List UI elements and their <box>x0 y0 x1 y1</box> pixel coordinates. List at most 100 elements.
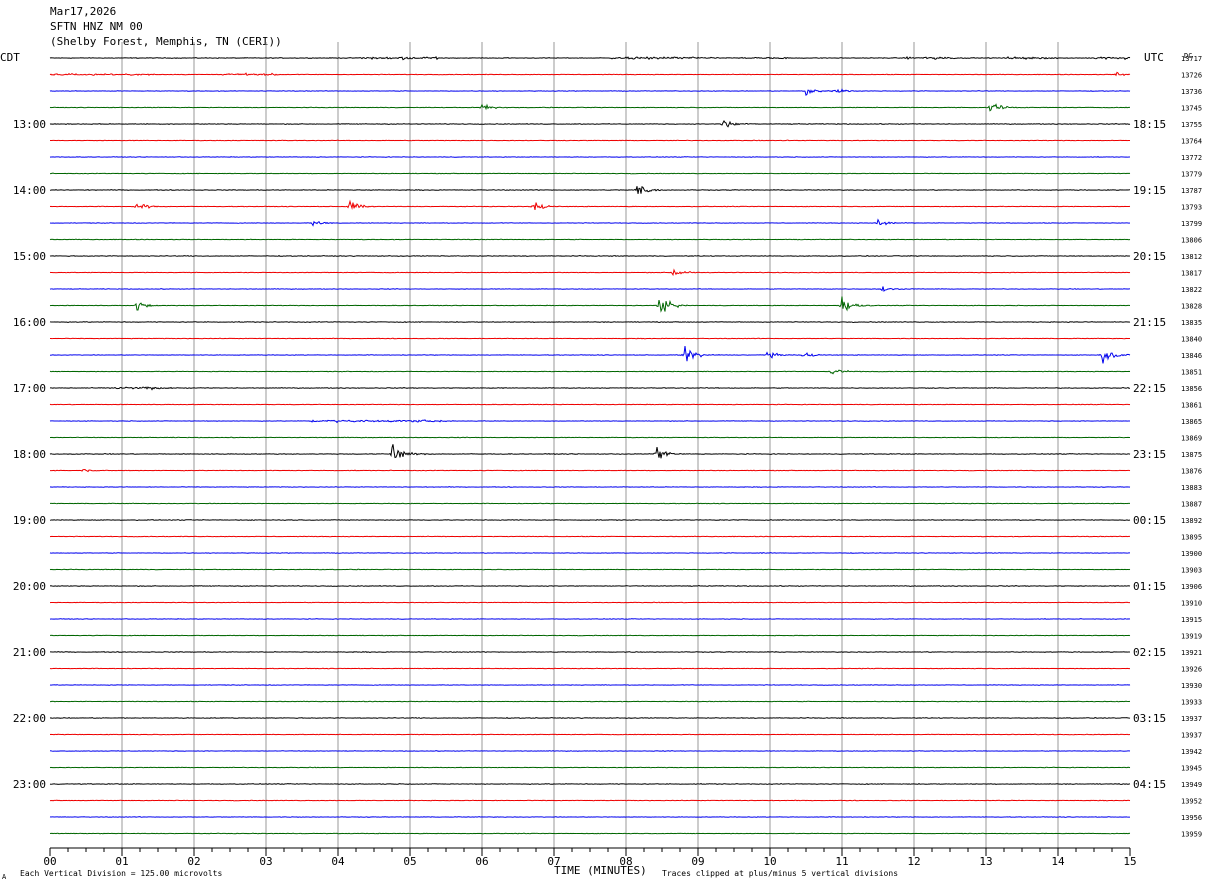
utc-time-label: 20:15 <box>1133 250 1166 263</box>
x-tick-label: 14 <box>1051 855 1065 868</box>
trace-line <box>49 254 1131 257</box>
cdt-time-label: 18:00 <box>13 448 46 461</box>
trace-line <box>49 346 1131 364</box>
dc-value: 13861 <box>1181 402 1202 410</box>
scale-note: Each Vertical Division = 125.00 microvol… <box>20 869 222 878</box>
trace-line <box>49 320 1131 323</box>
dc-value: 13806 <box>1181 237 1202 245</box>
trace-line <box>49 816 1131 818</box>
trace-group <box>49 55 1131 835</box>
cdt-time-label: 20:00 <box>13 580 46 593</box>
dc-value: 13717 <box>1181 55 1202 63</box>
dc-value: 13883 <box>1181 484 1202 492</box>
trace-line <box>49 103 1130 112</box>
utc-time-label: 02:15 <box>1133 646 1166 659</box>
trace-line <box>49 286 1131 293</box>
dc-value: 13875 <box>1181 451 1202 459</box>
dc-value: 13887 <box>1181 501 1202 509</box>
x-tick-label: 12 <box>907 855 920 868</box>
x-tick-label: 13 <box>979 855 992 868</box>
dc-value: 13930 <box>1181 682 1202 690</box>
vertical-gridlines <box>121 42 1059 848</box>
x-tick-label: 00 <box>43 855 56 868</box>
dc-value: 13787 <box>1181 187 1202 195</box>
x-tick-label: 06 <box>475 855 488 868</box>
dc-value: 13755 <box>1181 121 1202 129</box>
dc-value: 13937 <box>1181 732 1202 740</box>
utc-time-label: 18:15 <box>1133 118 1166 131</box>
corner-mark: A <box>2 873 7 881</box>
dc-value: 13926 <box>1181 666 1202 674</box>
trace-line <box>49 733 1131 736</box>
x-tick-label: 03 <box>259 855 272 868</box>
dc-value: 13835 <box>1181 319 1202 327</box>
dc-value: 13840 <box>1181 336 1202 344</box>
dc-value: 13851 <box>1181 369 1202 377</box>
dc-value: 13846 <box>1181 352 1202 360</box>
cdt-time-label: 14:00 <box>13 184 46 197</box>
dc-value: 13919 <box>1181 633 1202 641</box>
clip-note: Traces clipped at plus/minus 5 vertical … <box>662 869 898 878</box>
dc-value: 13959 <box>1181 831 1202 839</box>
dc-value: 13745 <box>1181 105 1202 113</box>
x-tick-label: 07 <box>547 855 560 868</box>
location-label: (Shelby Forest, Memphis, TN (CERI)) <box>50 35 282 48</box>
trace-line <box>49 651 1131 654</box>
trace-line <box>49 369 1131 375</box>
trace-line <box>49 199 1131 211</box>
cdt-time-label: 19:00 <box>13 514 46 527</box>
cdt-time-label: 15:00 <box>13 250 46 263</box>
dc-value: 13942 <box>1181 748 1202 756</box>
trace-line <box>49 519 1131 522</box>
trace-line <box>49 185 1131 194</box>
utc-time-label: 21:15 <box>1133 316 1166 329</box>
x-tick-label: 08 <box>619 855 632 868</box>
trace-line <box>49 120 1131 128</box>
cdt-label: CDT <box>0 51 20 64</box>
utc-time-label: 23:15 <box>1133 448 1166 461</box>
x-axis: 00 01 02 03 04 05 06 07 08 09 10 11 12 13 14 15 <box>43 847 1137 868</box>
trace-line <box>49 444 1131 459</box>
cdt-time-label: 16:00 <box>13 316 46 329</box>
trace-line <box>49 268 1131 277</box>
x-tick-label: 09 <box>691 855 704 868</box>
dc-value: 13772 <box>1181 154 1202 162</box>
dc-value: 13921 <box>1181 649 1202 657</box>
trace-line <box>49 403 1131 406</box>
x-axis-title: TIME (MINUTES) <box>554 864 647 877</box>
dc-value: 13793 <box>1181 204 1202 212</box>
dc-value: 13937 <box>1181 715 1202 723</box>
trace-line <box>49 782 1131 785</box>
x-tick-label: 02 <box>187 855 200 868</box>
dc-value: 13779 <box>1181 171 1202 179</box>
trace-line <box>49 684 1131 686</box>
dc-value: 13869 <box>1181 435 1202 443</box>
dc-value: 13828 <box>1181 303 1202 311</box>
dc-value: 13900 <box>1181 550 1202 558</box>
dc-value: 13876 <box>1181 468 1202 476</box>
dc-value: 13865 <box>1181 418 1202 426</box>
x-tick-label: 15 <box>1123 855 1136 868</box>
dc-value: 13726 <box>1181 72 1202 80</box>
dc-value: 13736 <box>1181 88 1202 96</box>
dc-value: 13892 <box>1181 517 1202 525</box>
trace-line <box>49 218 1131 227</box>
trace-line <box>49 667 1131 670</box>
x-tick-label: 05 <box>403 855 416 868</box>
utc-time-label: 04:15 <box>1133 778 1166 791</box>
x-tick-label: 01 <box>115 855 128 868</box>
dc-value: 13906 <box>1181 583 1202 591</box>
utc-time-label: 19:15 <box>1133 184 1166 197</box>
cdt-time-label: 17:00 <box>13 382 46 395</box>
dc-value: 13910 <box>1181 600 1202 608</box>
trace-line <box>49 601 1131 604</box>
cdt-time-label: 23:00 <box>13 778 46 791</box>
trace-line <box>49 238 1131 241</box>
trace-line <box>49 139 1131 142</box>
utc-time-label: 22:15 <box>1133 382 1166 395</box>
trace-line <box>49 502 1131 505</box>
dc-value: 13949 <box>1181 781 1202 789</box>
trace-line <box>49 750 1131 752</box>
trace-line <box>49 716 1131 719</box>
trace-line <box>49 337 1130 340</box>
